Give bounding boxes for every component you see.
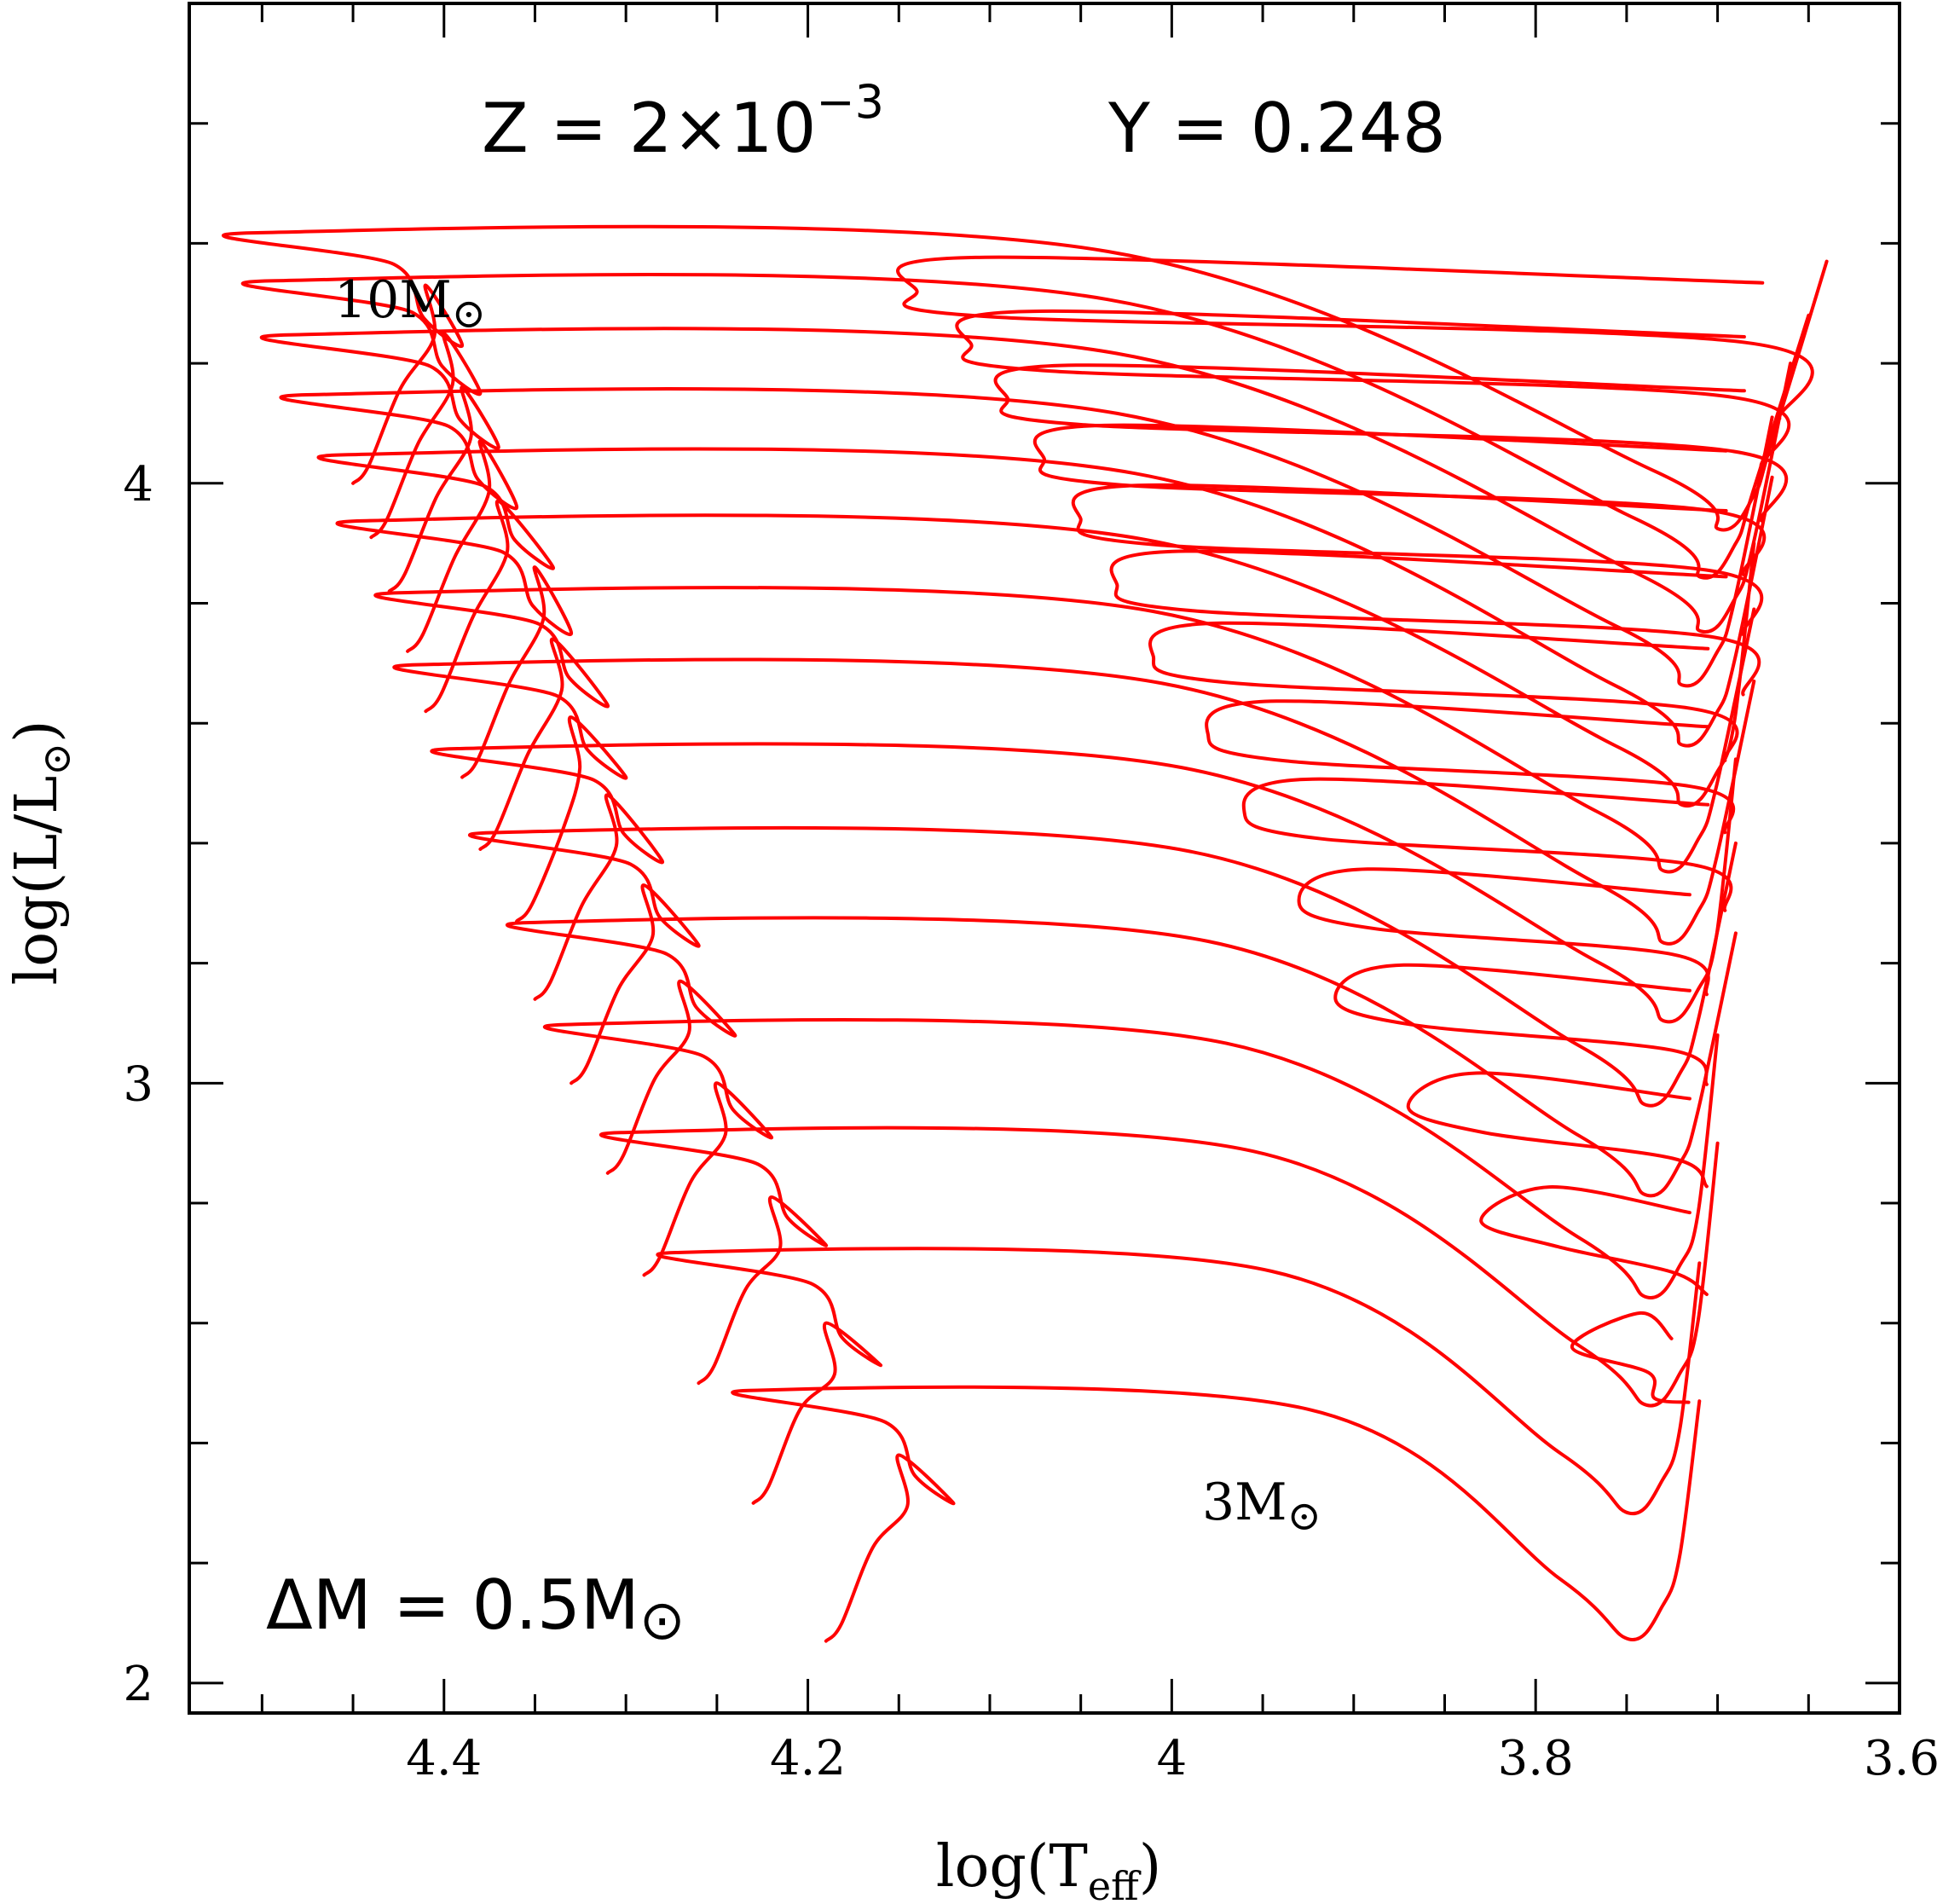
track-4.5-msun bbox=[543, 1018, 1720, 1299]
track-3-msun bbox=[731, 1385, 1702, 1643]
blue-loop-5.5-msun bbox=[1297, 867, 1710, 997]
x-tick-label: 4.2 bbox=[770, 1731, 846, 1786]
blue-loop-10-msun bbox=[896, 255, 1814, 420]
track-5.5-msun bbox=[468, 825, 1738, 1108]
track-8.5-msun bbox=[279, 387, 1774, 688]
track-9.5-msun bbox=[240, 273, 1811, 580]
axis-tick-labels: 4.4 4.2 4 3.8 3.6 2 3 4 bbox=[123, 457, 1940, 1786]
track-4-msun bbox=[599, 1126, 1720, 1408]
track-10-msun bbox=[222, 224, 1829, 532]
track-7.5-msun bbox=[335, 513, 1756, 807]
helium-label: Y = 0.248 bbox=[1107, 89, 1446, 168]
x-tick-label: 4.4 bbox=[406, 1731, 482, 1786]
y-tick-label: 3 bbox=[123, 1056, 153, 1112]
y-tick-label: 2 bbox=[123, 1657, 153, 1712]
x-tick-label: 4 bbox=[1157, 1731, 1188, 1786]
blue-loop-6-msun bbox=[1241, 777, 1733, 912]
x-axis-title: log(Teff) bbox=[936, 1833, 1162, 1904]
top-mass-label: 10M⊙ bbox=[334, 270, 486, 338]
metallicity-label: Z = 2×10−3 bbox=[482, 75, 884, 168]
blue-loop-4-msun bbox=[1479, 1185, 1709, 1296]
track-7-msun bbox=[373, 586, 1756, 874]
blue-loop-7-msun bbox=[1148, 621, 1739, 762]
track-8-msun bbox=[316, 447, 1774, 748]
track-3.5-msun bbox=[656, 1247, 1702, 1516]
x-tick-label: 3.8 bbox=[1498, 1731, 1574, 1786]
blue-loop-6.5-msun bbox=[1205, 699, 1736, 835]
blue-loop-5-msun bbox=[1333, 963, 1709, 1086]
axis-ticks bbox=[189, 2, 1901, 1713]
y-tick-label: 4 bbox=[123, 457, 153, 512]
plot-frame bbox=[188, 2, 1901, 1715]
track-6.5-msun bbox=[392, 657, 1756, 946]
x-tick-label: 3.6 bbox=[1864, 1731, 1940, 1786]
track-6-msun bbox=[430, 742, 1738, 1024]
track-9-msun bbox=[259, 327, 1792, 634]
y-axis-title: log(L/L⊙) bbox=[3, 720, 79, 985]
bottom-mass-label: 3M⊙ bbox=[1202, 1473, 1321, 1540]
blue-loop-9.5-msun bbox=[955, 309, 1791, 469]
mass-step-label: ΔM = 0.5M⊙ bbox=[266, 1565, 685, 1652]
evolutionary-tracks bbox=[222, 224, 1829, 1643]
blue-loop-4.5-msun bbox=[1406, 1071, 1709, 1189]
blue-loop-9-msun bbox=[993, 363, 1789, 523]
